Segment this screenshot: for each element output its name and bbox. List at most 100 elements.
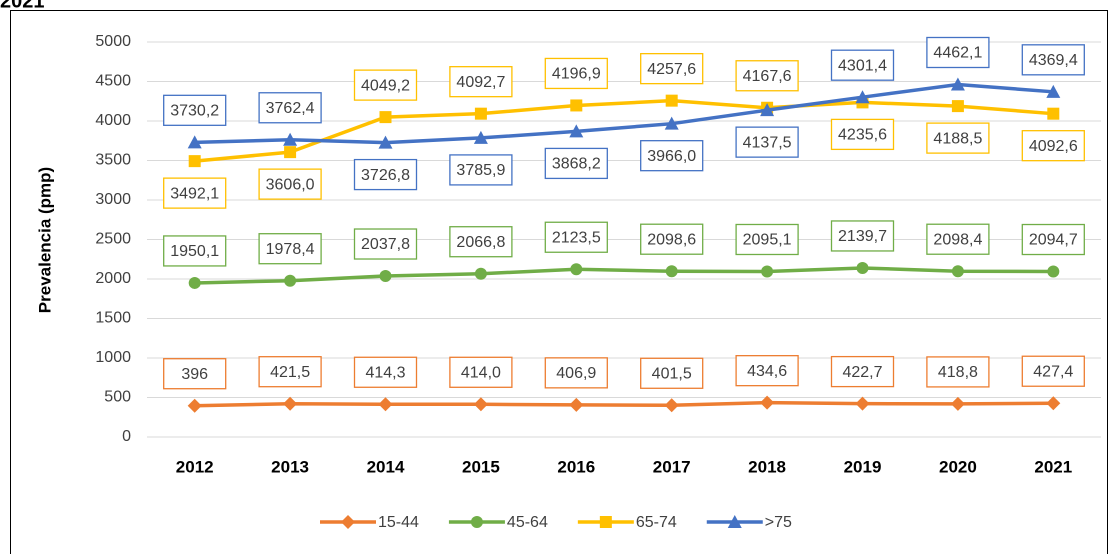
x-tick-label: 2015	[462, 457, 500, 476]
series-line	[194, 98, 1054, 163]
data-label-box	[163, 94, 227, 126]
data-label-text: 414,3	[365, 364, 405, 381]
data-label: 2094,7	[1021, 223, 1085, 256]
data-label: 414,0	[449, 356, 513, 388]
data-label-text: 4257,6	[647, 61, 696, 78]
data-label-text: 4188,5	[933, 130, 982, 147]
data-label: 3966,0	[640, 140, 704, 172]
y-tick-label: 1000	[95, 349, 131, 366]
data-label-box	[640, 140, 704, 172]
marker	[379, 111, 392, 124]
data-label: 406,9	[544, 357, 608, 389]
data-label: 2123,5	[544, 221, 608, 253]
data-label-text: 3492,1	[170, 185, 219, 202]
data-label-text: 401,5	[652, 366, 692, 383]
data-label: 4137,5	[735, 126, 799, 158]
data-label-box	[258, 92, 322, 124]
data-label: 4369,4	[1021, 44, 1085, 76]
y-tick-label: 3000	[95, 191, 131, 208]
data-label-box	[830, 220, 895, 252]
y-tick-label: 500	[104, 389, 131, 406]
data-label: 3730,2	[163, 94, 227, 126]
data-label-text: 421,5	[270, 364, 310, 381]
data-label: 4092,6	[1021, 130, 1085, 162]
marker	[855, 90, 870, 104]
y-tick-label: 2000	[95, 270, 131, 287]
data-label: 3606,0	[258, 168, 322, 200]
marker	[761, 265, 774, 278]
data-label-box	[544, 147, 608, 180]
marker	[570, 263, 583, 276]
data-label: 1978,4	[258, 233, 322, 265]
marker	[187, 398, 202, 413]
y-tick-label: 2500	[95, 231, 131, 248]
marker	[727, 515, 742, 528]
marker	[1047, 265, 1060, 278]
data-label-box	[735, 223, 799, 256]
data-label-text: 2095,1	[743, 232, 792, 249]
y-tick-label: 1500	[95, 310, 131, 327]
data-label-text: 418,8	[938, 364, 978, 381]
data-label: 1950,1	[163, 235, 227, 267]
marker	[1046, 84, 1061, 98]
data-label-box	[163, 358, 227, 390]
marker	[1047, 107, 1060, 120]
data-label-box	[735, 126, 799, 158]
data-label-box	[258, 233, 322, 265]
data-label: 2066,8	[449, 226, 513, 258]
data-label-text: 3868,2	[552, 156, 601, 173]
data-label: 421,5	[258, 356, 322, 388]
x-tick-label: 2019	[844, 457, 882, 476]
marker	[473, 397, 488, 412]
data-label-text: 2037,8	[361, 236, 410, 253]
data-label-text: 427,4	[1033, 363, 1073, 380]
data-label: 3868,2	[544, 147, 608, 180]
data-label-text: 4369,4	[1029, 52, 1078, 69]
data-label-text: 2098,4	[933, 231, 982, 248]
data-label-box	[830, 118, 895, 151]
data-label-text: 396	[181, 366, 208, 383]
data-label: 4462,1	[926, 36, 990, 69]
data-label: 2098,4	[926, 223, 990, 255]
data-label: 401,5	[640, 357, 704, 389]
marker	[283, 396, 298, 411]
marker	[569, 397, 584, 412]
data-label: 422,7	[830, 355, 895, 388]
data-label-box	[1021, 44, 1085, 76]
data-label-box	[735, 60, 799, 92]
x-tick-label: 2021	[1034, 457, 1072, 476]
marker	[283, 132, 298, 146]
marker	[188, 155, 201, 168]
data-label-box	[926, 122, 990, 154]
marker	[341, 515, 355, 529]
data-label: 434,6	[735, 355, 799, 387]
data-label-box	[258, 168, 322, 200]
data-label: 4257,6	[640, 52, 704, 85]
series-line	[194, 266, 1054, 285]
marker	[855, 396, 870, 411]
marker	[599, 516, 612, 528]
data-label-text: 4301,4	[838, 57, 887, 74]
marker	[951, 265, 964, 278]
data-label-box	[449, 356, 513, 388]
data-label: 4235,6	[830, 118, 895, 151]
marker	[856, 261, 869, 274]
data-label-text: 2139,7	[838, 228, 887, 245]
marker	[569, 124, 584, 138]
legend-label: >75	[765, 514, 792, 531]
data-label: 3492,1	[163, 177, 227, 209]
data-label-box	[163, 177, 227, 209]
data-label-text: 2094,7	[1029, 232, 1078, 249]
series-line	[194, 400, 1054, 408]
data-label-box	[544, 357, 608, 389]
data-label-box	[830, 355, 895, 388]
data-label: 3726,8	[353, 158, 418, 191]
y-tick-label: 0	[122, 428, 131, 445]
data-label-box	[353, 69, 418, 101]
marker	[950, 77, 965, 91]
data-label: 427,4	[1021, 355, 1085, 387]
x-tick-label: 2017	[653, 457, 691, 476]
data-label-box	[926, 356, 990, 388]
data-label: 2037,8	[353, 228, 418, 260]
